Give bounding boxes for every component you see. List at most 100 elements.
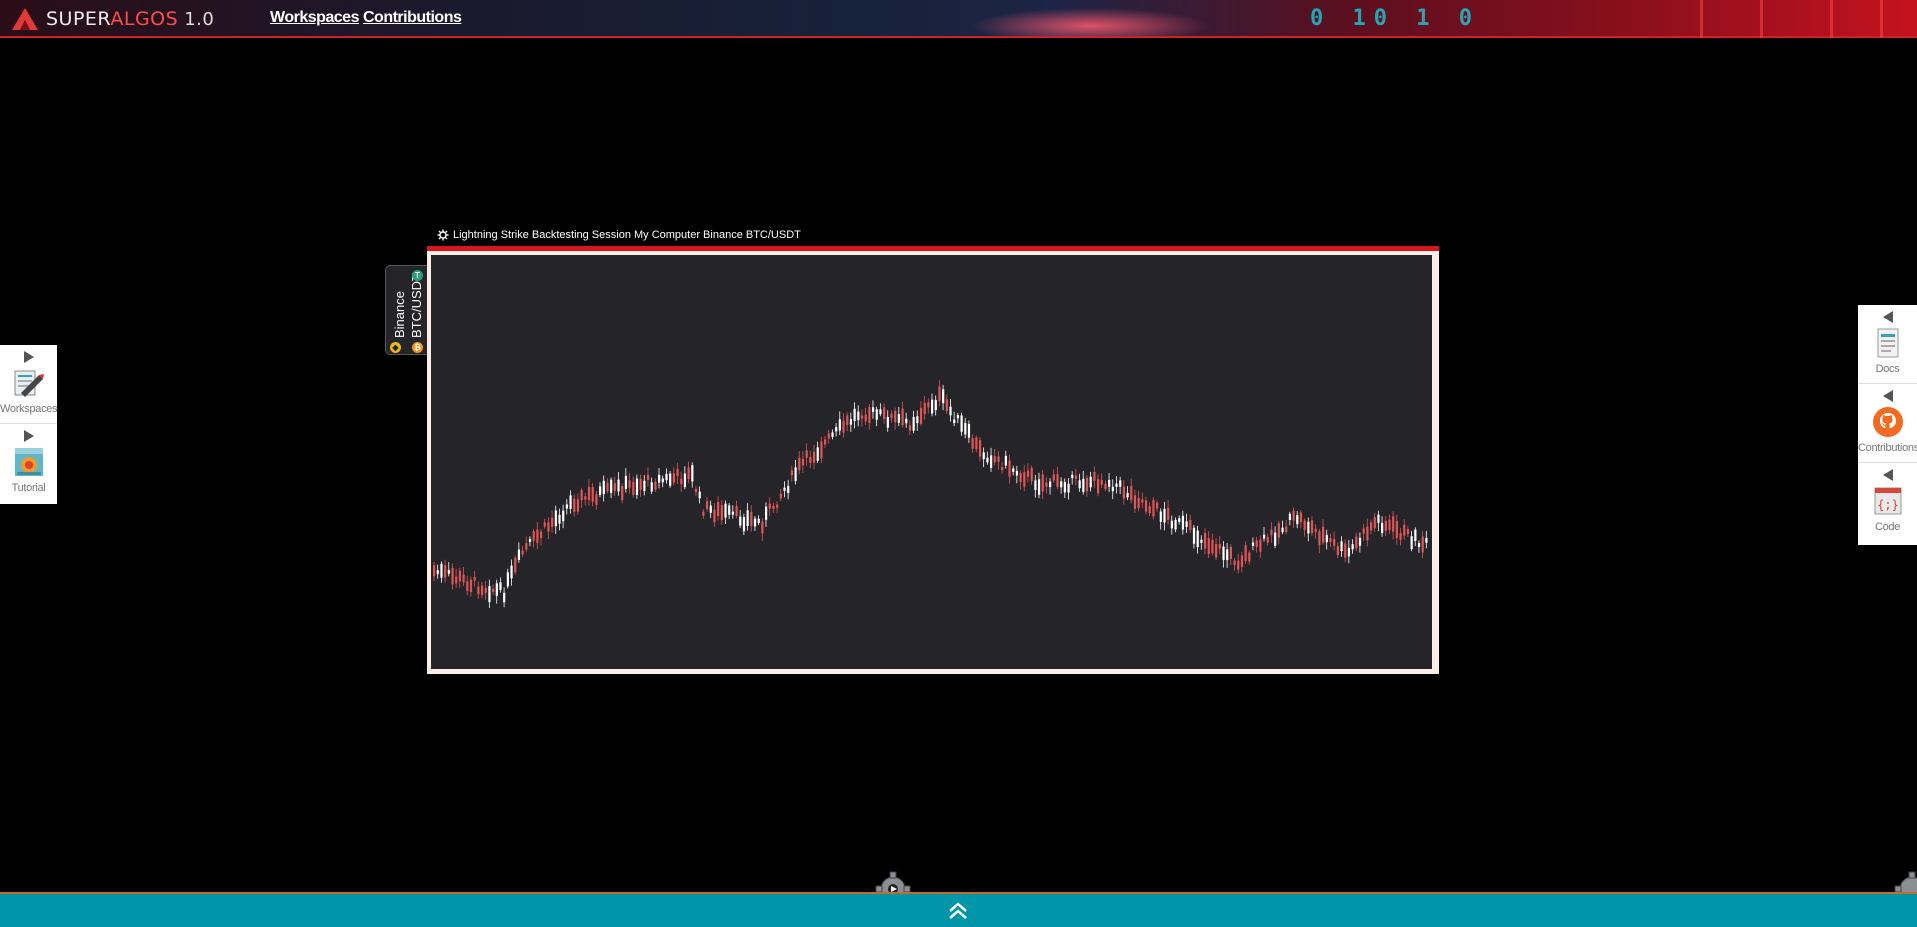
candle-body <box>1307 521 1310 534</box>
candle-body <box>824 439 827 445</box>
candle-body <box>897 414 900 423</box>
candle-body <box>724 503 727 518</box>
candle-body <box>702 511 705 516</box>
candle-body <box>812 451 816 463</box>
chart-frame[interactable] <box>427 246 1439 674</box>
header-decor-streak <box>1880 0 1883 38</box>
candle-body <box>883 407 886 419</box>
candle-body <box>691 465 694 482</box>
candle-body <box>1255 540 1258 547</box>
market-tag[interactable]: Binance BTC/USDT ◆ ₿ T <box>385 265 427 355</box>
sidebar-item-contributions[interactable]: Contributions <box>1858 384 1917 463</box>
candle-body <box>646 474 650 480</box>
header-decor-binary: 0 10 1 0 <box>1310 6 1480 31</box>
candle-body <box>1406 529 1410 535</box>
candle-body <box>551 517 554 527</box>
candle-body <box>1277 523 1280 538</box>
candle-body <box>517 549 521 560</box>
candle-body <box>1071 474 1074 479</box>
header-decor-streak <box>1830 0 1833 38</box>
chart-plot-area[interactable] <box>431 255 1432 669</box>
sidebar-item-tutorial[interactable]: Tutorial <box>0 424 57 503</box>
candle-body <box>1178 518 1181 522</box>
candle-body <box>798 457 801 471</box>
chart-title-bar[interactable]: Lightning Strike Backtesting Session My … <box>437 229 801 241</box>
candle-body <box>1200 539 1203 544</box>
superalgos-logo[interactable]: SUPERALGOS 1.0 <box>10 5 214 33</box>
candle-body <box>742 517 746 532</box>
candle-body <box>890 413 893 419</box>
top-header: SUPERALGOS 1.0 Workspaces Contributions 0… <box>0 0 1917 38</box>
candle-body <box>639 478 642 490</box>
candle-body <box>927 402 930 408</box>
candle-body <box>1108 479 1111 487</box>
candle-body <box>1144 500 1148 512</box>
pair-label: BTC/USDT <box>409 273 424 338</box>
candle-body <box>1130 486 1133 501</box>
candle-body <box>1244 545 1247 561</box>
candle-body <box>595 493 598 505</box>
candle-body <box>1226 549 1229 561</box>
candle-body <box>713 509 716 523</box>
candle-body <box>1270 529 1273 536</box>
workspaces-icon <box>14 370 44 397</box>
candle-body <box>658 474 661 483</box>
candle-body <box>514 557 517 573</box>
candle-body <box>746 510 749 526</box>
nav-workspaces-link[interactable]: Workspaces <box>270 9 359 26</box>
candle-body <box>1351 544 1354 550</box>
candle-body <box>1377 514 1380 524</box>
collapse-arrow-icon[interactable] <box>1882 390 1893 402</box>
candle-body <box>1067 483 1070 493</box>
sidebar-item-code[interactable]: {;} Code <box>1858 463 1917 542</box>
sidebar-item-workspaces[interactable]: Workspaces <box>0 345 58 424</box>
candle-body <box>1056 474 1059 487</box>
candle-body <box>1012 468 1015 472</box>
candle-body <box>1041 474 1044 492</box>
collapse-arrow-icon[interactable] <box>1882 311 1893 323</box>
candle-body <box>698 491 701 499</box>
candle-body <box>1251 542 1255 546</box>
candle-body <box>750 511 753 527</box>
expand-arrow-icon[interactable] <box>23 430 34 442</box>
candle-body <box>477 586 480 595</box>
candle-body <box>1174 519 1177 530</box>
candle-body <box>624 475 628 489</box>
candle-body <box>930 399 934 414</box>
candle-body <box>871 407 875 412</box>
candle-body <box>584 496 587 500</box>
bottom-bar <box>0 892 1917 927</box>
candle-body <box>492 588 495 593</box>
candle-body <box>1148 506 1151 514</box>
candle-body <box>997 456 1000 463</box>
candle-body <box>1395 521 1398 538</box>
candle-body <box>598 486 602 496</box>
gear-icon[interactable] <box>437 229 449 241</box>
sidebar-item-docs[interactable]: Docs <box>1858 305 1917 384</box>
candle-body <box>835 427 838 432</box>
candle-body <box>717 502 720 517</box>
double-chevron-up-icon[interactable] <box>947 902 969 920</box>
candle-body <box>654 481 657 490</box>
candle-body <box>433 565 436 577</box>
header-decor-streak <box>1700 0 1703 38</box>
candle-body <box>1189 520 1192 530</box>
chart-title: Lightning Strike Backtesting Session My … <box>453 229 801 241</box>
candle-body <box>772 505 775 509</box>
nav-contributions-link[interactable]: Contributions <box>363 9 462 26</box>
candle-body <box>1082 478 1085 493</box>
candle-body <box>1344 543 1347 558</box>
candle-body <box>1170 520 1173 529</box>
expand-arrow-icon[interactable] <box>23 351 34 363</box>
candle-body <box>613 483 616 492</box>
candle-body <box>805 450 808 458</box>
candle-body <box>1019 472 1022 482</box>
candle-body <box>1085 477 1089 492</box>
sidebar-item-label: Workspaces <box>0 403 58 415</box>
collapse-arrow-icon[interactable] <box>1882 469 1893 481</box>
candle-body <box>953 419 956 424</box>
candle-body <box>1285 526 1288 533</box>
sidebar-item-label: Tutorial <box>11 482 46 494</box>
candle-body <box>1215 544 1218 558</box>
candle-body <box>569 495 572 509</box>
